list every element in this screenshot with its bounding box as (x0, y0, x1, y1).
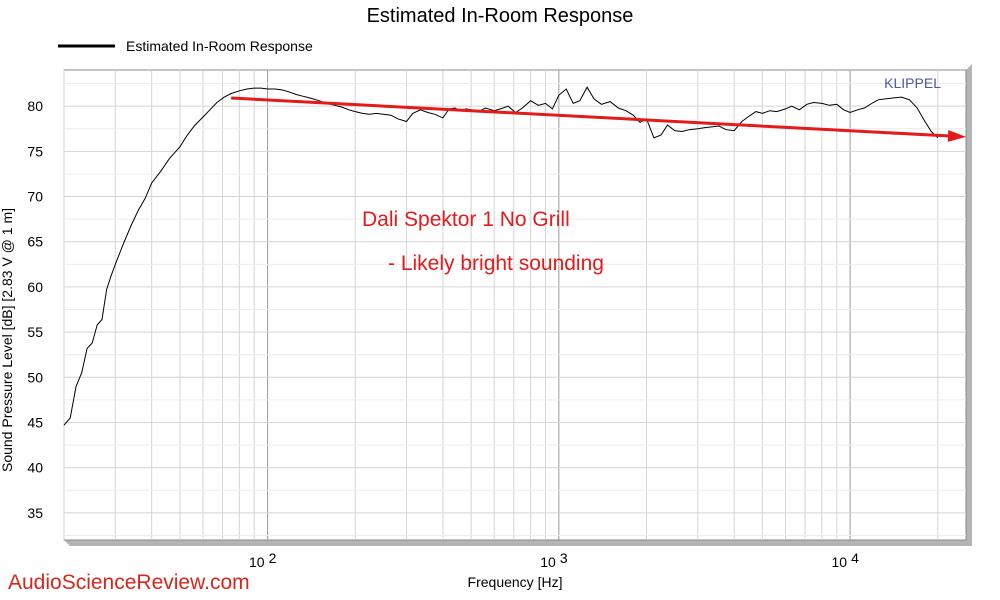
plot-area (63, 69, 967, 541)
x-tick-label: 10 (540, 554, 556, 570)
y-tick-label: 50 (27, 369, 43, 385)
grid-lines (63, 70, 966, 540)
y-tick-label: 65 (27, 234, 43, 250)
y-tick-label: 80 (27, 98, 43, 114)
x-axis-label: Frequency [Hz] (468, 574, 563, 590)
y-tick-label: 75 (27, 143, 43, 159)
brand-label: KLIPPEL (884, 75, 941, 91)
y-tick-label: 60 (27, 279, 43, 295)
trend-line (231, 96, 949, 138)
x-tick-label: 10 (249, 554, 265, 570)
chart-title: Estimated In-Room Response (367, 5, 634, 27)
x-tick-exponent: 2 (269, 550, 277, 566)
series-line-in-room-response (63, 86, 939, 426)
legend-entry: Estimated In-Room Response (126, 38, 313, 54)
annotation-verdict: - Likely bright sounding (388, 252, 604, 275)
x-tick-exponent: 3 (560, 550, 568, 566)
y-tick-labels: 35 40 45 50 55 60 65 70 75 80 (27, 98, 43, 521)
y-tick-label: 70 (27, 189, 43, 205)
watermark-site: AudioScienceReview.com (8, 571, 250, 594)
y-tick-label: 35 (27, 505, 43, 521)
x-tick-label: 10 (832, 554, 848, 570)
y-tick-label: 40 (27, 460, 43, 476)
x-tick-labels: 10 2 10 3 10 4 (249, 550, 859, 570)
y-axis-label: Sound Pressure Level [dB] [2.83 V @ 1 m] (0, 208, 15, 472)
annotation-speaker-name: Dali Spektor 1 No Grill (362, 208, 570, 231)
y-tick-label: 45 (27, 415, 43, 431)
y-tick-label: 55 (27, 324, 43, 340)
x-tick-exponent: 4 (851, 550, 859, 566)
trend-arrow-head (947, 129, 966, 142)
